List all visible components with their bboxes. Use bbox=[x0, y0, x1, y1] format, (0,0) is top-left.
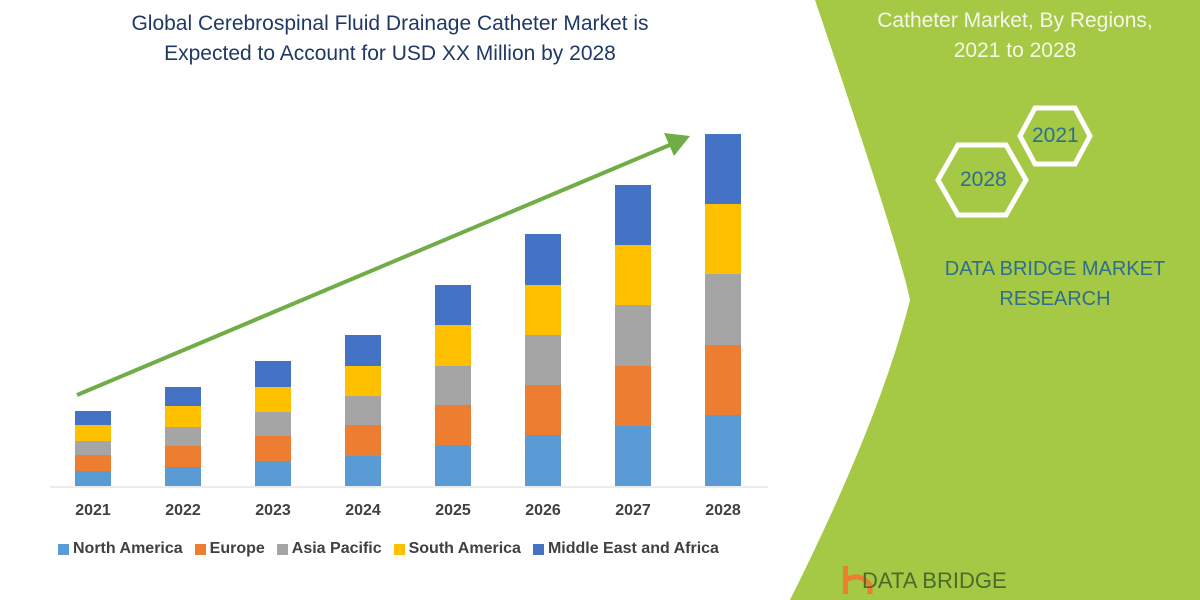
bar-2025-asia-pacific bbox=[435, 366, 471, 405]
legend-item: Middle East and Africa bbox=[532, 540, 719, 558]
brand-line-1: DATA BRIDGE MARKET bbox=[944, 258, 1166, 280]
trend-arrow bbox=[76, 142, 673, 397]
bar-2023-middle-east-and-africa bbox=[255, 361, 291, 387]
bar-2026-asia-pacific bbox=[525, 335, 561, 385]
bar-2022-middle-east-and-africa bbox=[165, 387, 201, 406]
bar-2028-north-america bbox=[705, 415, 741, 486]
legend-swatch bbox=[532, 543, 544, 555]
hexagon-2021 bbox=[1017, 105, 1093, 167]
side-title-line-1: Catheter Market, By Regions, bbox=[877, 9, 1153, 32]
legend-label: Europe bbox=[209, 540, 265, 557]
bars bbox=[75, 134, 741, 486]
bar-2027-europe bbox=[615, 366, 651, 426]
bar-2021-europe bbox=[75, 455, 111, 471]
hexagon-2028 bbox=[935, 142, 1029, 218]
bar-2021-asia-pacific bbox=[75, 441, 111, 455]
bar-2026-south-america bbox=[525, 285, 561, 335]
bar-2025-middle-east-and-africa bbox=[435, 285, 471, 325]
x-tick-label: 2022 bbox=[165, 502, 201, 519]
legend-swatch bbox=[393, 543, 405, 555]
legend: North America Europe Asia Pacific South Ame… bbox=[58, 540, 719, 558]
x-tick-label: 2028 bbox=[705, 502, 741, 519]
chart-title: Global Cerebrospinal Fluid Drainage Cath… bbox=[60, 9, 720, 69]
legend-label: Asia Pacific bbox=[291, 540, 382, 557]
bar-2025-europe bbox=[435, 405, 471, 445]
trend-arrow-head bbox=[664, 133, 690, 156]
legend-item: Europe bbox=[194, 540, 265, 558]
bar-2025-north-america bbox=[435, 445, 471, 486]
bar-2028-middle-east-and-africa bbox=[705, 134, 741, 204]
bar-2024-middle-east-and-africa bbox=[345, 335, 381, 366]
bar-2024-asia-pacific bbox=[345, 396, 381, 425]
legend-label: Middle East and Africa bbox=[547, 540, 719, 557]
bar-2023-south-america bbox=[255, 387, 291, 412]
legend-swatch bbox=[194, 543, 206, 555]
bar-2022-north-america bbox=[165, 467, 201, 486]
brand-line-2: RESEARCH bbox=[999, 288, 1111, 310]
bar-2023-asia-pacific bbox=[255, 412, 291, 436]
x-tick-label: 2025 bbox=[435, 502, 471, 519]
hex-label-2021: 2021 bbox=[1032, 124, 1079, 147]
legend-swatch bbox=[276, 543, 288, 555]
hex-label-2028: 2028 bbox=[960, 168, 1007, 191]
bar-2021-middle-east-and-africa bbox=[75, 411, 111, 425]
x-tick-label: 2027 bbox=[615, 502, 651, 519]
legend-label: South America bbox=[408, 540, 521, 557]
bar-2026-europe bbox=[525, 385, 561, 435]
bar-2023-europe bbox=[255, 436, 291, 461]
bar-2027-south-america bbox=[615, 245, 651, 305]
logo-icon bbox=[843, 566, 873, 594]
bar-2028-south-america bbox=[705, 204, 741, 274]
title-line-2: Expected to Account for USD XX Million b… bbox=[164, 42, 616, 65]
x-tick-label: 2023 bbox=[255, 502, 291, 519]
x-tick-label: 2021 bbox=[75, 502, 111, 519]
bar-2028-asia-pacific bbox=[705, 274, 741, 345]
bar-2026-north-america bbox=[525, 435, 561, 486]
title-line-1: Global Cerebrospinal Fluid Drainage Cath… bbox=[131, 12, 649, 35]
logo-text: DATA BRIDGE bbox=[862, 568, 1007, 593]
bar-2021-south-america bbox=[75, 425, 111, 441]
bar-2026-middle-east-and-africa bbox=[525, 234, 561, 285]
legend-item: Asia Pacific bbox=[276, 540, 382, 558]
bar-2022-south-america bbox=[165, 406, 201, 427]
bar-2021-north-america bbox=[75, 471, 111, 486]
bar-2025-south-america bbox=[435, 325, 471, 366]
side-title: Catheter Market, By Regions, 2021 to 202… bbox=[830, 6, 1200, 66]
legend-label: North America bbox=[73, 540, 183, 557]
legend-swatch bbox=[58, 543, 69, 555]
bar-2024-south-america bbox=[345, 366, 381, 396]
legend-item: South America bbox=[393, 540, 521, 558]
bar-2022-europe bbox=[165, 446, 201, 467]
bar-2024-north-america bbox=[345, 456, 381, 486]
x-tick-label: 2024 bbox=[345, 502, 381, 519]
bar-2024-europe bbox=[345, 425, 381, 456]
legend-item: North America bbox=[58, 540, 183, 558]
side-title-line-2: 2021 to 2028 bbox=[953, 39, 1077, 62]
brand-text: DATA BRIDGE MARKET RESEARCH bbox=[920, 254, 1190, 314]
bar-2027-asia-pacific bbox=[615, 305, 651, 366]
bar-2023-north-america bbox=[255, 461, 291, 486]
bar-2022-asia-pacific bbox=[165, 427, 201, 446]
bar-2028-europe bbox=[705, 345, 741, 415]
x-tick-label: 2026 bbox=[525, 502, 561, 519]
bar-2027-middle-east-and-africa bbox=[615, 185, 651, 245]
bar-2027-north-america bbox=[615, 426, 651, 486]
side-panel bbox=[790, 0, 1200, 600]
